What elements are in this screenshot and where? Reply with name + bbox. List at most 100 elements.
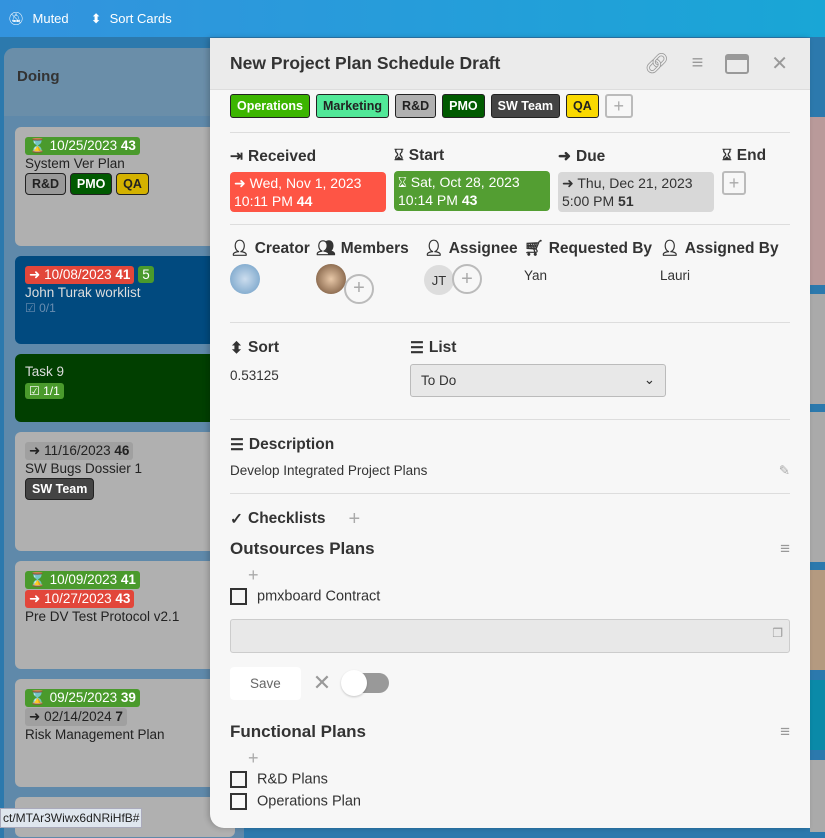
add-member-button[interactable]: + [344, 273, 374, 304]
hamburger-menu-icon[interactable]: ≡ [780, 538, 790, 558]
label-marketing[interactable]: Marketing [316, 94, 390, 118]
creator-avatar[interactable] [230, 264, 260, 294]
hamburger-menu-icon[interactable]: ≡ [691, 52, 704, 74]
card-title: SW Bugs Dossier 1 [25, 461, 143, 476]
label-operations[interactable]: Operations [230, 94, 310, 118]
partial-card[interactable] [810, 294, 825, 404]
partial-card[interactable] [810, 570, 825, 670]
hamburger-menu-icon[interactable]: ≡ [780, 721, 790, 741]
checklists-section: ✓ Checklists + Outsources Plans ≡ + pmxboar… [210, 494, 810, 810]
label-pmo[interactable]: PMO [442, 94, 485, 118]
checklist-item[interactable]: R&D Plans [230, 770, 790, 788]
card[interactable]: ⌛ 09/25/2023 39 ➜ 02/14/2024 7 Risk Mana… [15, 679, 235, 787]
assigned-by-heading: 👤︎ Assigned By [660, 239, 779, 258]
label-list: Operations Marketing R&D PMO SW Team QA + [210, 90, 810, 122]
due-date-badge: ➜ 10/27/2023 43 [25, 590, 135, 608]
due-date-badge: ➜ 11/16/2023 46 [25, 442, 134, 460]
people-section: 👤︎ Creator 👥︎ Members + 👤︎ Assignee JT + 🛒︎ R… [210, 225, 810, 322]
card[interactable]: ➜ 11/16/2023 46 SW Bugs Dossier 1 SW Tea… [15, 432, 235, 551]
due-date-badge: ➜ 10/08/2023 41 [25, 266, 135, 284]
assigned-by-value[interactable]: Lauri [660, 268, 691, 283]
due-date[interactable]: ➜ Thu, Dec 21, 2023 5:00 PM 51 [558, 172, 714, 212]
description-section: ☰ Description Develop Integrated Project … [210, 420, 810, 493]
add-checklist-button[interactable]: + [348, 507, 361, 530]
maximize-icon[interactable] [725, 53, 750, 74]
modal-header: New Project Plan Schedule Draft 🔗︎ ≡ ✕ [210, 38, 810, 90]
checkbox[interactable] [230, 770, 247, 788]
card-title: Pre DV Test Protocol v2.1 [25, 609, 180, 624]
status-url: ct/MTAr3Wiwx6dNRiHfB# [0, 808, 143, 828]
received-field: ⇥ Received ➜ Wed, Nov 1, 2023 10:11 PM 44 [230, 147, 394, 212]
add-assignee-button[interactable]: + [452, 264, 482, 294]
sign-in-icon: ➜ [558, 148, 571, 165]
start-date-badge: ⌛ 10/09/2023 41 [25, 571, 140, 589]
new-item-input[interactable]: ❐ [230, 618, 790, 653]
add-item-button[interactable]: + [248, 747, 259, 768]
card-title: John Turak worklist [25, 285, 141, 300]
due-field: ➜ Due ➜ Thu, Dec 21, 2023 5:00 PM 51 [558, 147, 722, 212]
list-select[interactable]: To Do ⌄ [410, 363, 666, 397]
add-label-button[interactable]: + [604, 94, 633, 118]
checkbox[interactable] [230, 792, 247, 810]
list-heading: ☰ List [410, 339, 457, 357]
label: SW Team [25, 478, 95, 500]
card[interactable]: Task 9 ☑ 1/1 [15, 354, 235, 422]
partial-card[interactable] [810, 680, 825, 750]
received-date[interactable]: ➜ Wed, Nov 1, 2023 10:11 PM 44 [230, 172, 386, 212]
sort-value[interactable]: 0.53125 [230, 367, 279, 383]
checklist-title[interactable]: Functional Plans [230, 721, 367, 741]
edit-icon[interactable]: ✎ [778, 462, 790, 478]
requested-by-heading: 🛒︎ Requested By [524, 239, 653, 258]
start-date[interactable]: ⌛︎ Sat, Oct 28, 2023 10:14 PM 43 [394, 171, 550, 211]
checklist-item[interactable]: Operations Plan [230, 792, 790, 810]
toggle-switch[interactable] [341, 670, 390, 696]
partial-card[interactable] [810, 412, 825, 562]
sign-in-icon: ⇥ [230, 148, 243, 165]
label-qa[interactable]: QA [565, 94, 599, 118]
muted-button[interactable]: 🔕︎ Muted [8, 10, 69, 27]
checklists-heading: ✓ Checklists + [230, 507, 361, 530]
card[interactable]: ⌛ 10/09/2023 41 ➜ 10/27/2023 43 Pre DV T… [15, 561, 235, 669]
top-bar: 🔕︎ Muted ⬍ Sort Cards [0, 0, 825, 37]
checkbox[interactable] [230, 587, 247, 605]
label-r-d[interactable]: R&D [395, 94, 437, 118]
due-date-badge: ➜ 02/14/2024 7 [25, 708, 127, 726]
checklist-title[interactable]: Outsources Plans [230, 538, 375, 558]
end-field: ⌛︎ End + [722, 147, 766, 212]
checklist-count: ☑ 0/1 [25, 301, 56, 315]
close-icon[interactable]: ✕ [771, 53, 788, 75]
hourglass-icon: ⌛︎ [722, 147, 732, 164]
description-heading: ☰ Description [230, 436, 335, 454]
add-item-button[interactable]: + [248, 564, 259, 585]
link-icon[interactable]: 🔗︎ [644, 53, 670, 75]
partial-card[interactable] [810, 117, 825, 285]
description-value[interactable]: Develop Integrated Project Plans [230, 462, 428, 478]
assignee-avatar[interactable]: JT [424, 265, 454, 295]
label: R&D [25, 173, 67, 195]
checklist-badge: ☑ 1/1 [25, 383, 64, 399]
add-end-date-button[interactable]: + [722, 171, 746, 195]
label: PMO [69, 173, 113, 195]
start-field: ⌛︎ Start ⌛︎ Sat, Oct 28, 2023 10:14 PM 43 [394, 147, 558, 212]
copy-icon[interactable]: ❐ [772, 625, 783, 640]
member-avatar[interactable] [316, 264, 346, 294]
label: QA [116, 173, 149, 195]
list-title[interactable]: Doing [4, 48, 244, 116]
checklist-item[interactable]: pmxboard Contract [230, 587, 790, 605]
close-icon[interactable]: ✕ [312, 670, 332, 695]
members-heading: 👥︎ Members [316, 239, 409, 258]
hourglass-icon: ⌛︎ [394, 147, 404, 164]
card-details-modal: New Project Plan Schedule Draft 🔗︎ ≡ ✕ O… [210, 38, 810, 828]
dates-section: ⇥ Received ➜ Wed, Nov 1, 2023 10:11 PM 44 … [210, 133, 810, 224]
save-button[interactable]: Save [230, 666, 301, 700]
requested-by-value[interactable]: Yan [524, 268, 548, 283]
card[interactable]: ➜ 10/08/2023 41 5 John Turak worklist ☑ … [15, 256, 235, 344]
sort-cards-button[interactable]: ⬍ Sort Cards [90, 10, 172, 27]
card[interactable]: ⌛ 10/25/2023 43 System Ver Plan R&D PMO … [15, 127, 235, 246]
creator-heading: 👤︎ Creator [230, 239, 310, 258]
card-title: Risk Management Plan [25, 727, 165, 742]
partial-card[interactable] [810, 760, 825, 832]
card-title[interactable]: New Project Plan Schedule Draft [230, 53, 501, 73]
label-sw-team[interactable]: SW Team [490, 94, 560, 118]
bell-slash-icon: 🔕︎ [8, 10, 25, 26]
